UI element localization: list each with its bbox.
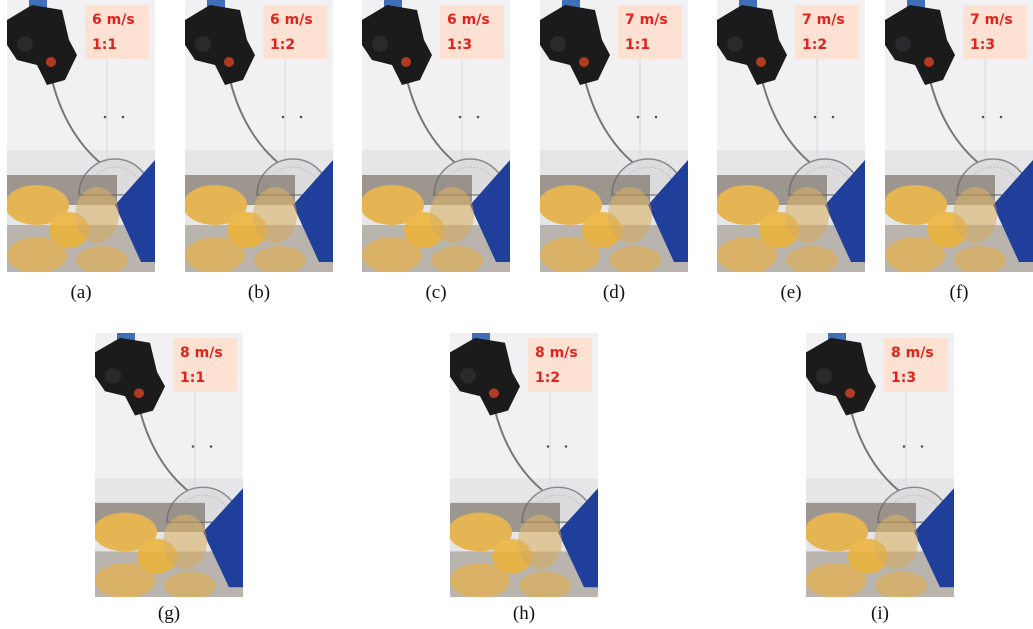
ratio-label: 1:2 — [270, 37, 295, 53]
figure: 6 m/s 1:1 (a) 6 m/s 1:2 (b) 6 m/s 1:3 (c) 7 m/s 1:… — [0, 0, 1033, 629]
speed-label: 8 m/s — [891, 345, 934, 361]
ratio-label: 1:1 — [92, 37, 117, 53]
caption: (f) — [950, 282, 969, 303]
ratio-label: 1:3 — [891, 370, 916, 386]
panel: 7 m/s 1:3 (f) — [883, 0, 1033, 303]
ratio-label: 1:3 — [447, 37, 472, 53]
caption: (g) — [158, 603, 180, 624]
caption: (c) — [425, 282, 446, 303]
panel: 6 m/s 1:1 (a) — [5, 0, 155, 303]
panel: 8 m/s 1:1 (g) — [93, 333, 243, 624]
caption: (e) — [780, 282, 801, 303]
caption: (b) — [248, 282, 270, 303]
panel: 6 m/s 1:3 (c) — [360, 0, 510, 303]
ratio-label: 1:2 — [802, 37, 827, 53]
caption: (a) — [70, 282, 91, 303]
ratio-label: 1:3 — [970, 37, 995, 53]
caption: (d) — [603, 282, 625, 303]
speed-label: 7 m/s — [625, 12, 668, 28]
ratio-label: 1:1 — [180, 370, 205, 386]
speed-label: 7 m/s — [802, 12, 845, 28]
speed-label: 8 m/s — [180, 345, 223, 361]
speed-label: 6 m/s — [92, 12, 135, 28]
speed-label: 7 m/s — [970, 12, 1013, 28]
speed-label: 6 m/s — [447, 12, 490, 28]
panel: 7 m/s 1:2 (e) — [715, 0, 865, 303]
panel: 7 m/s 1:1 (d) — [538, 0, 688, 303]
panel: 8 m/s 1:2 (h) — [448, 333, 598, 624]
ratio-label: 1:1 — [625, 37, 650, 53]
ratio-label: 1:2 — [535, 370, 560, 386]
panel: 6 m/s 1:2 (b) — [183, 0, 333, 303]
caption: (h) — [513, 603, 535, 624]
speed-label: 8 m/s — [535, 345, 578, 361]
speed-label: 6 m/s — [270, 12, 313, 28]
panel: 8 m/s 1:3 (i) — [804, 333, 954, 624]
caption: (i) — [871, 603, 889, 624]
